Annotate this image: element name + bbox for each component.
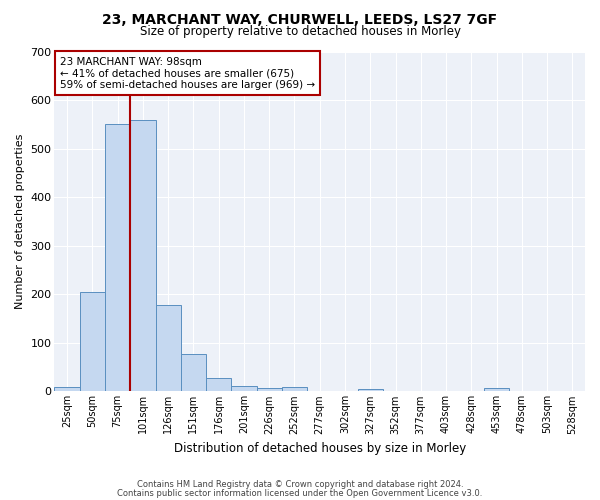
X-axis label: Distribution of detached houses by size in Morley: Distribution of detached houses by size … [173,442,466,455]
Bar [130,120,155,392]
Bar [181,354,206,392]
Text: 23 MARCHANT WAY: 98sqm
← 41% of detached houses are smaller (675)
59% of semi-de: 23 MARCHANT WAY: 98sqm ← 41% of detached… [60,56,315,90]
Bar [257,388,282,392]
Bar [232,386,257,392]
Bar [155,305,181,392]
Text: Contains HM Land Registry data © Crown copyright and database right 2024.: Contains HM Land Registry data © Crown c… [137,480,463,489]
Bar [80,292,105,392]
Bar [484,388,509,392]
Bar [206,378,232,392]
Bar [282,386,307,392]
Text: Contains public sector information licensed under the Open Government Licence v3: Contains public sector information licen… [118,489,482,498]
Text: 23, MARCHANT WAY, CHURWELL, LEEDS, LS27 7GF: 23, MARCHANT WAY, CHURWELL, LEEDS, LS27 … [103,12,497,26]
Bar [105,124,130,392]
Bar [55,386,80,392]
Text: Size of property relative to detached houses in Morley: Size of property relative to detached ho… [139,25,461,38]
Bar [358,389,383,392]
Y-axis label: Number of detached properties: Number of detached properties [15,134,25,309]
